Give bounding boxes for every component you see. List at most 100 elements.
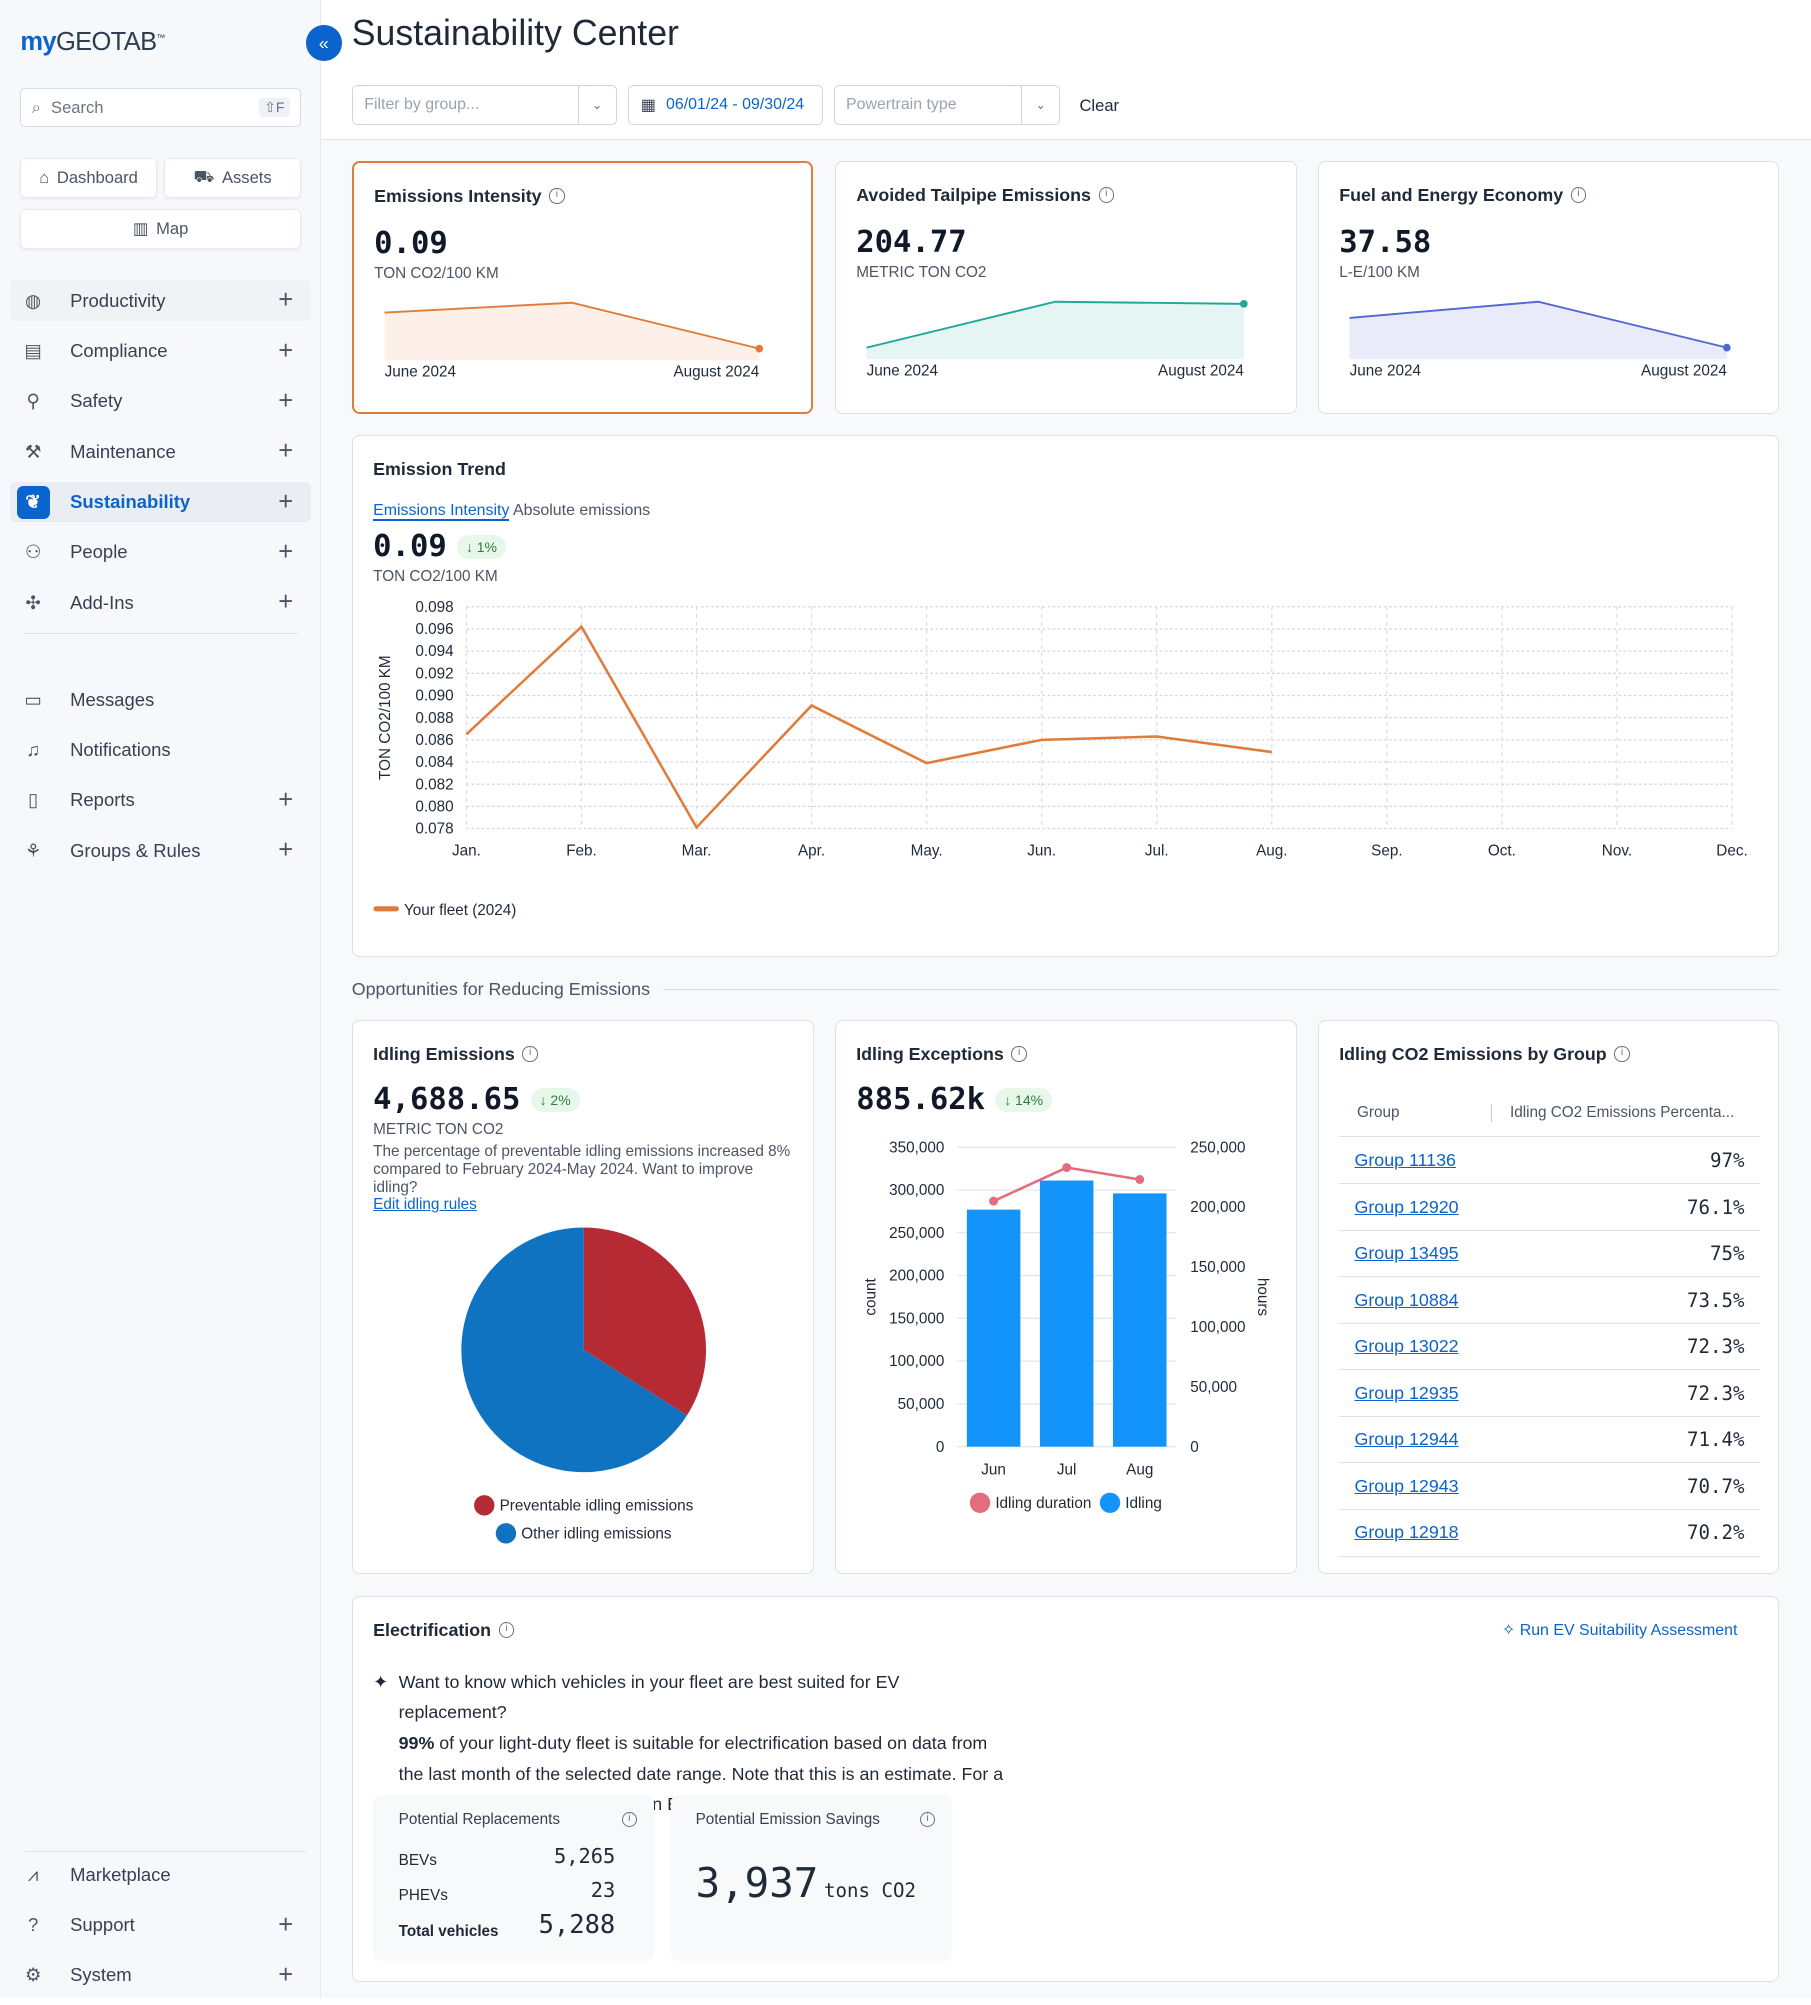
info-icon[interactable]: i: [1614, 1046, 1630, 1062]
expand-icon[interactable]: +: [278, 588, 294, 617]
x-tick-label: Nov.: [1602, 842, 1632, 859]
group-link[interactable]: Group 12920: [1354, 1196, 1459, 1217]
magic-wand-icon: ✧: [1501, 1621, 1516, 1639]
table-row: Group 10884 73.5%: [1339, 1277, 1760, 1324]
group-link[interactable]: Group 13022: [1354, 1336, 1459, 1357]
info-icon[interactable]: i: [919, 1812, 936, 1828]
sidebar-item-compliance[interactable]: ▤ Compliance +: [10, 331, 311, 372]
expand-icon[interactable]: +: [278, 785, 294, 814]
y-tick-label: 0.096: [415, 621, 453, 638]
expand-icon[interactable]: +: [278, 286, 294, 315]
sidebar-item-label: Safety: [70, 390, 123, 412]
group-link[interactable]: Group 12944: [1354, 1429, 1459, 1450]
legend-swatch: [473, 1494, 495, 1516]
group-link[interactable]: Group 11136: [1354, 1150, 1456, 1171]
sparkline-area: [866, 301, 1244, 360]
info-icon[interactable]: i: [1098, 187, 1114, 203]
y-tick-label: 0.088: [415, 709, 453, 726]
line-point: [1062, 1162, 1071, 1172]
x-tick-label: Aug: [1126, 1461, 1153, 1478]
sidebar-item-marketplace[interactable]: ⩘ Marketplace: [10, 1854, 311, 1895]
legend-swatch: [495, 1522, 516, 1544]
assets-button[interactable]: ⛟ Assets: [164, 158, 301, 198]
sidebar-item-productivity[interactable]: ◍ Productivity +: [10, 280, 311, 322]
logo[interactable]: myGEOTAB™: [20, 28, 165, 57]
report-icon: ▯: [28, 789, 39, 811]
bell-icon: ♫: [26, 739, 41, 760]
y-tick-label: 350,000: [889, 1139, 944, 1156]
expand-icon[interactable]: +: [278, 336, 294, 365]
tab-absolute-emissions[interactable]: Absolute emissions: [512, 501, 651, 519]
sparkle-icon: ✦: [373, 1671, 389, 1692]
dashboard-button[interactable]: ⌂ Dashboard: [20, 158, 157, 198]
series-line: [465, 624, 1272, 830]
group-link[interactable]: Group 12943: [1354, 1475, 1459, 1496]
sidebar-item-people[interactable]: ⚇ People +: [10, 532, 311, 573]
column-header-percentage[interactable]: Idling CO2 Emissions Percenta...: [1509, 1104, 1735, 1122]
info-icon[interactable]: i: [522, 1046, 538, 1062]
date-range-picker[interactable]: ▦ 06/01/24 - 09/30/24: [628, 85, 824, 125]
expand-icon[interactable]: +: [278, 537, 294, 566]
sidebar-item-label: Sustainability: [70, 491, 191, 513]
run-ev-assessment-link[interactable]: ✧ Run EV Suitability Assessment: [1501, 1621, 1738, 1639]
expand-icon[interactable]: +: [278, 437, 294, 466]
sidebar-item-groups-rules[interactable]: ⚘ Groups & Rules +: [10, 830, 311, 871]
group-filter[interactable]: Filter by group... ⌄: [351, 85, 617, 125]
expand-icon[interactable]: +: [278, 836, 294, 865]
sidebar-item-support[interactable]: ? Support +: [10, 1905, 311, 1946]
clear-button[interactable]: Clear: [1079, 95, 1120, 115]
y2-tick-label: 50,000: [1190, 1378, 1237, 1395]
y2-tick-label: 250,000: [1190, 1139, 1245, 1156]
info-icon[interactable]: i: [498, 1622, 514, 1638]
sidebar-item-safety[interactable]: ⚲ Safety +: [10, 381, 311, 422]
sidebar-item-add-ins[interactable]: ✣ Add-Ins +: [10, 582, 311, 623]
sidebar-item-system[interactable]: ⚙ System +: [10, 1955, 311, 1996]
card-title: Emissions Intensity: [374, 185, 542, 206]
kpi-card-emissions-intensity[interactable]: Emissions Intensity i 0.09 TON CO2/100 KM Ju…: [351, 160, 814, 415]
map-button[interactable]: ▥ Map: [20, 209, 301, 249]
sparkline-end-point: [755, 344, 763, 353]
sidebar-item-maintenance[interactable]: ⚒ Maintenance +: [10, 431, 311, 472]
puzzle-icon: ✣: [25, 591, 41, 613]
idling-pie-chart: Preventable idling emissions Other idling…: [461, 1227, 706, 1544]
search-input[interactable]: ⌕ Search ⇧F: [20, 87, 301, 128]
y-tick-label: 50,000: [897, 1396, 944, 1413]
sparkline: June 2024 August 2024: [866, 300, 1248, 380]
table-row: Group 12944 71.4%: [1339, 1417, 1760, 1464]
chevron-down-icon[interactable]: ⌄: [577, 86, 616, 124]
percentage-value: 70.2%: [1686, 1521, 1745, 1545]
collapse-sidebar-button[interactable]: «: [305, 25, 342, 62]
group-link[interactable]: Group 12935: [1354, 1382, 1459, 1403]
info-icon[interactable]: i: [1011, 1046, 1027, 1062]
kpi-card-fuel-and-energy-economy[interactable]: Fuel and Energy Economy i 37.58 L-E/100 KM J…: [1317, 160, 1780, 415]
group-link[interactable]: Group 12918: [1354, 1522, 1459, 1543]
powertrain-filter[interactable]: Powertrain type ⌄: [833, 85, 1061, 125]
info-icon[interactable]: i: [621, 1812, 637, 1828]
info-icon[interactable]: i: [1570, 187, 1587, 203]
potential-savings-panel: Potential Emission Savings i 3,937 tons …: [671, 1795, 952, 1962]
sidebar-item-messages[interactable]: ▭ Messages: [10, 679, 311, 720]
sidebar-item-reports[interactable]: ▯ Reports +: [10, 780, 311, 821]
expand-icon[interactable]: +: [278, 1960, 294, 1989]
panel-title: Potential Emission Savings: [695, 1810, 880, 1828]
group-link[interactable]: Group 13495: [1354, 1243, 1459, 1264]
clipboard-icon: ▤: [24, 340, 42, 362]
sparkline-area: [1349, 301, 1727, 360]
axis-label-start: June 2024: [1349, 363, 1421, 380]
y2-tick-label: 100,000: [1190, 1319, 1245, 1336]
sidebar-item-sustainability[interactable]: ❦ Sustainability +: [10, 481, 311, 523]
info-icon[interactable]: i: [549, 188, 565, 204]
expand-icon[interactable]: +: [278, 386, 294, 415]
group-link[interactable]: Group 10884: [1354, 1289, 1459, 1310]
expand-icon[interactable]: +: [278, 1910, 294, 1939]
kpi-card-avoided-tailpipe-emissions[interactable]: Avoided Tailpipe Emissions i 204.77 METRIC …: [834, 160, 1298, 415]
column-header-group[interactable]: Group: [1339, 1104, 1493, 1123]
tab-emissions-intensity[interactable]: Emissions Intensity: [373, 501, 510, 521]
table-row: Group 12920 76.1%: [1339, 1184, 1760, 1231]
chevron-down-icon[interactable]: ⌄: [1021, 86, 1059, 124]
sidebar: myGEOTAB™ ⌕ Search ⇧F ⌂ Dashboard ⛟ Assets ▥…: [0, 0, 322, 1999]
expand-icon[interactable]: +: [278, 487, 294, 516]
card-title: Idling Exceptions: [856, 1043, 1004, 1064]
edit-idling-rules-link[interactable]: Edit idling rules: [373, 1196, 477, 1214]
sidebar-item-notifications[interactable]: ♫ Notifications: [10, 730, 311, 771]
